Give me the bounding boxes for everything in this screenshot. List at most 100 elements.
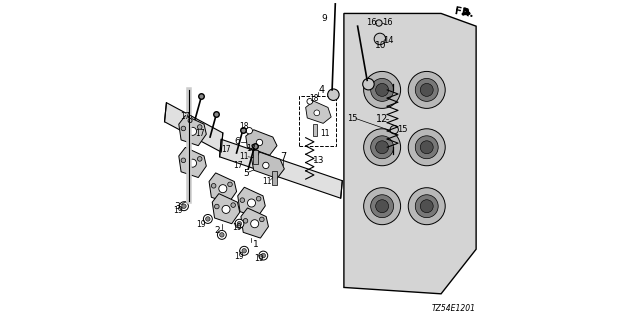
Circle shape xyxy=(235,219,244,228)
Text: TZ54E1201: TZ54E1201 xyxy=(432,304,476,313)
Circle shape xyxy=(228,182,232,187)
Text: 4: 4 xyxy=(319,85,324,95)
Text: 17: 17 xyxy=(180,112,190,121)
Circle shape xyxy=(364,188,401,225)
Polygon shape xyxy=(272,171,277,185)
Text: 17: 17 xyxy=(196,129,205,138)
Circle shape xyxy=(197,125,202,129)
Text: 11: 11 xyxy=(262,177,271,186)
Text: 18: 18 xyxy=(239,122,249,131)
Text: 15: 15 xyxy=(397,125,408,134)
Circle shape xyxy=(257,196,261,201)
Circle shape xyxy=(181,126,186,131)
Circle shape xyxy=(222,205,230,213)
Circle shape xyxy=(420,200,433,213)
Circle shape xyxy=(237,221,242,226)
Circle shape xyxy=(204,214,212,223)
Circle shape xyxy=(259,251,268,260)
Circle shape xyxy=(415,195,438,218)
Circle shape xyxy=(415,136,438,159)
Circle shape xyxy=(242,249,246,253)
Text: 16: 16 xyxy=(366,19,377,28)
Text: 7: 7 xyxy=(280,152,287,163)
Circle shape xyxy=(240,246,248,255)
Circle shape xyxy=(364,71,401,108)
Text: 15: 15 xyxy=(347,114,357,123)
Circle shape xyxy=(231,203,236,207)
Circle shape xyxy=(376,141,388,154)
Text: 1: 1 xyxy=(253,240,259,249)
Circle shape xyxy=(408,71,445,108)
Circle shape xyxy=(262,162,269,169)
Text: 14: 14 xyxy=(383,36,394,45)
Circle shape xyxy=(390,125,398,134)
Text: 12: 12 xyxy=(376,114,388,124)
Circle shape xyxy=(420,141,433,154)
Text: 6: 6 xyxy=(234,137,240,146)
Text: 10: 10 xyxy=(375,41,387,50)
Polygon shape xyxy=(252,152,284,179)
Circle shape xyxy=(189,159,196,167)
Polygon shape xyxy=(246,130,277,155)
Text: 13: 13 xyxy=(314,156,324,164)
Text: 17: 17 xyxy=(233,161,243,170)
Polygon shape xyxy=(253,150,258,164)
Text: 2: 2 xyxy=(214,226,220,235)
Circle shape xyxy=(179,202,188,211)
Circle shape xyxy=(376,84,388,96)
Polygon shape xyxy=(237,187,265,217)
Circle shape xyxy=(307,99,313,104)
Polygon shape xyxy=(212,194,240,224)
Text: 11: 11 xyxy=(239,152,249,161)
Text: 18: 18 xyxy=(246,144,255,153)
Polygon shape xyxy=(344,13,476,294)
Text: 11: 11 xyxy=(321,129,330,138)
Polygon shape xyxy=(209,173,237,203)
Circle shape xyxy=(189,127,196,135)
Text: 3: 3 xyxy=(175,202,180,211)
Circle shape xyxy=(211,183,216,188)
Polygon shape xyxy=(164,103,223,152)
Text: 16: 16 xyxy=(382,19,393,28)
Text: 19: 19 xyxy=(232,223,242,232)
Circle shape xyxy=(246,127,252,134)
Circle shape xyxy=(408,129,445,166)
Circle shape xyxy=(420,84,433,96)
Text: 9: 9 xyxy=(321,14,327,23)
Circle shape xyxy=(408,188,445,225)
Circle shape xyxy=(260,217,264,222)
Circle shape xyxy=(371,195,394,218)
Circle shape xyxy=(364,129,401,166)
Circle shape xyxy=(220,233,224,237)
Circle shape xyxy=(219,185,227,193)
Circle shape xyxy=(371,136,394,159)
Circle shape xyxy=(415,78,438,101)
Text: 17: 17 xyxy=(221,145,231,154)
Circle shape xyxy=(248,199,255,207)
Circle shape xyxy=(261,253,266,258)
Circle shape xyxy=(371,78,394,101)
Circle shape xyxy=(376,200,388,213)
Polygon shape xyxy=(220,139,342,198)
Text: 19: 19 xyxy=(196,220,205,229)
Polygon shape xyxy=(306,101,331,123)
Circle shape xyxy=(328,89,339,100)
Circle shape xyxy=(240,198,244,203)
Text: 5: 5 xyxy=(243,169,249,178)
Circle shape xyxy=(181,158,186,163)
Circle shape xyxy=(314,110,320,116)
Polygon shape xyxy=(179,116,206,146)
Circle shape xyxy=(214,204,219,209)
Circle shape xyxy=(363,78,374,90)
Text: 19: 19 xyxy=(234,252,244,261)
Text: 8: 8 xyxy=(186,115,193,125)
Text: 19: 19 xyxy=(254,254,264,263)
Circle shape xyxy=(205,217,210,221)
Polygon shape xyxy=(179,148,206,178)
Text: 18: 18 xyxy=(310,94,319,103)
Polygon shape xyxy=(241,208,268,238)
Circle shape xyxy=(182,204,186,208)
Text: 19: 19 xyxy=(173,206,183,215)
Circle shape xyxy=(376,20,382,26)
Circle shape xyxy=(251,220,259,228)
